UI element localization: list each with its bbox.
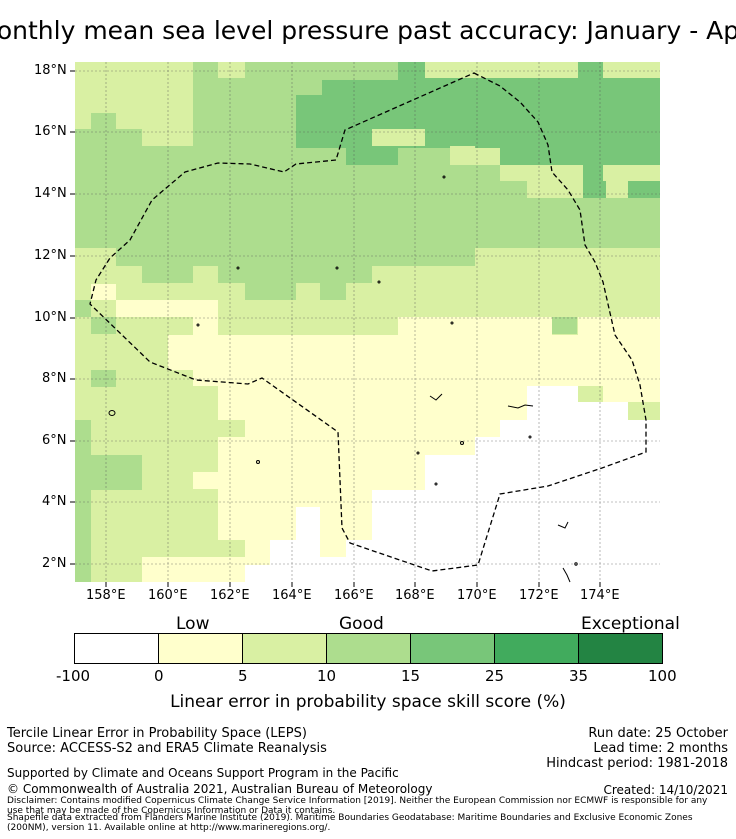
colorbar-segment (578, 633, 663, 664)
colorbar-segment (494, 633, 579, 664)
hindcast-period: Hindcast period: 1981-2018 (546, 756, 728, 771)
lat-tick-label: 16°N (34, 124, 67, 139)
lon-tick-label: 172°E (519, 588, 559, 603)
colorbar-tick: 5 (238, 667, 248, 685)
created-date: Created: 14/10/2021 (603, 783, 728, 797)
disclaimer: use that may be made of the Copernicus I… (7, 806, 336, 816)
lat-tick-label: 10°N (34, 310, 67, 325)
lon-tick-label: 164°E (272, 588, 312, 603)
colorbar-tick: -100 (56, 667, 91, 685)
lon-tick-label: 162°E (210, 588, 250, 603)
disclaimer: Disclaimer: Contains modified Copernicus… (7, 796, 708, 806)
shapefile-credit: Shapefile data extracted from Flanders M… (7, 813, 693, 823)
product-name: Tercile Linear Error in Probability Spac… (7, 726, 307, 741)
shapefile-credit: (200NM), version 11. Available online at… (7, 823, 331, 833)
gridlines (75, 62, 660, 582)
colorbar-tick: 15 (401, 667, 421, 685)
skill-map (70, 62, 660, 587)
colorbar-tick: 100 (648, 667, 677, 685)
lat-tick-label: 6°N (42, 433, 67, 448)
lon-tick-label: 166°E (334, 588, 374, 603)
lon-tick-label: 160°E (148, 588, 188, 603)
island-outlines (108, 175, 578, 583)
lon-tick-label: 158°E (86, 588, 126, 603)
colorbar-tick: 35 (569, 667, 589, 685)
colorbar-label: Linear error in probability space skill … (170, 692, 566, 712)
lat-tick-label: 18°N (34, 63, 67, 78)
lat-tick-label: 8°N (42, 371, 67, 386)
chart-title: onthly mean sea level pressure past accu… (0, 16, 736, 45)
colorbar-segment (158, 633, 243, 664)
lat-tick-label: 4°N (42, 494, 67, 509)
colorbar-tick: 25 (485, 667, 505, 685)
copyright: © Commonwealth of Australia 2021, Austra… (7, 782, 433, 796)
colorbar-tick: 0 (154, 667, 164, 685)
colorbar-category-exceptional: Exceptional (581, 614, 680, 634)
colorbar-segment (74, 633, 159, 664)
lon-tick-label: 168°E (395, 588, 435, 603)
lead-time: Lead time: 2 months (593, 741, 728, 756)
colorbar-category-low: Low (176, 614, 210, 634)
lon-tick-label: 170°E (457, 588, 497, 603)
colorbar (74, 633, 663, 664)
colorbar-segment (410, 633, 495, 664)
colorbar-segment (242, 633, 327, 664)
lon-tick-label: 174°E (580, 588, 620, 603)
skill-regions (75, 62, 660, 582)
colorbar-segment (326, 633, 411, 664)
lat-tick-label: 12°N (34, 248, 67, 263)
colorbar-tick: 10 (317, 667, 337, 685)
run-date: Run date: 25 October (588, 726, 728, 741)
colorbar-category-good: Good (339, 614, 384, 634)
axis-ticks (70, 70, 601, 587)
eez-boundary (89, 72, 647, 572)
lat-tick-label: 14°N (34, 186, 67, 201)
lat-tick-label: 2°N (42, 556, 67, 571)
data-source: Source: ACCESS-S2 and ERA5 Climate Reana… (7, 741, 327, 756)
support-statement: Supported by Climate and Oceans Support … (7, 766, 399, 780)
